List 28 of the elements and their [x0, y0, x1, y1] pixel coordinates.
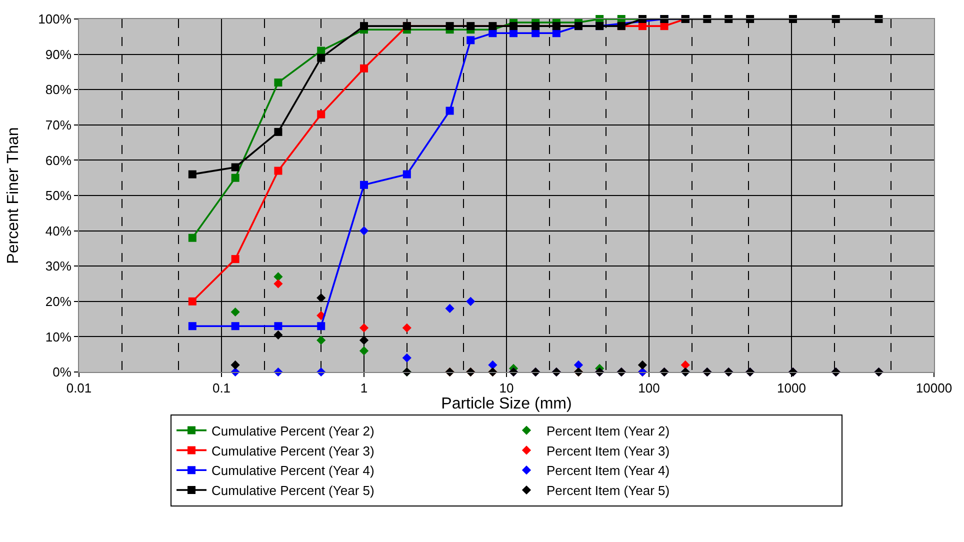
- x-tick-label: 1000: [777, 380, 806, 396]
- x-tick-label: 0.1: [212, 380, 231, 396]
- x-tick-label: 1: [360, 380, 368, 396]
- x-tick-label: 0.01: [66, 380, 92, 396]
- y-tick-label: 60%: [45, 152, 72, 168]
- y-tick-label: 90%: [45, 46, 72, 62]
- x-tick-label: 10: [499, 380, 514, 396]
- legend-label: Percent Item (Year 5): [546, 483, 670, 498]
- y-tick-label: 0%: [52, 364, 72, 380]
- y-tick-label: 50%: [45, 188, 72, 204]
- legend-label: Percent Item (Year 4): [546, 463, 670, 478]
- legend-label: Percent Item (Year 2): [546, 423, 670, 438]
- legend-label: Percent Item (Year 3): [546, 443, 670, 458]
- y-tick-label: 100%: [38, 12, 72, 27]
- legend-label: Cumulative Percent (Year 4): [212, 463, 374, 478]
- y-tick-label: 10%: [45, 329, 72, 344]
- x-tick-label: 10000: [916, 380, 952, 396]
- legend-label: Cumulative Percent (Year 2): [212, 423, 374, 438]
- x-axis-title: Particle Size (mm): [441, 396, 572, 413]
- y-tick-label: 30%: [45, 258, 72, 274]
- x-tick-label: 100: [638, 380, 660, 396]
- legend-label: Cumulative Percent (Year 3): [212, 443, 374, 458]
- y-tick-label: 80%: [45, 82, 72, 98]
- y-tick-label: 70%: [45, 117, 72, 132]
- y-tick-label: 20%: [45, 294, 72, 309]
- y-axis-title: Percent Finer Than: [5, 127, 22, 264]
- legend-label: Cumulative Percent (Year 5): [212, 483, 374, 498]
- y-tick-label: 40%: [45, 223, 72, 238]
